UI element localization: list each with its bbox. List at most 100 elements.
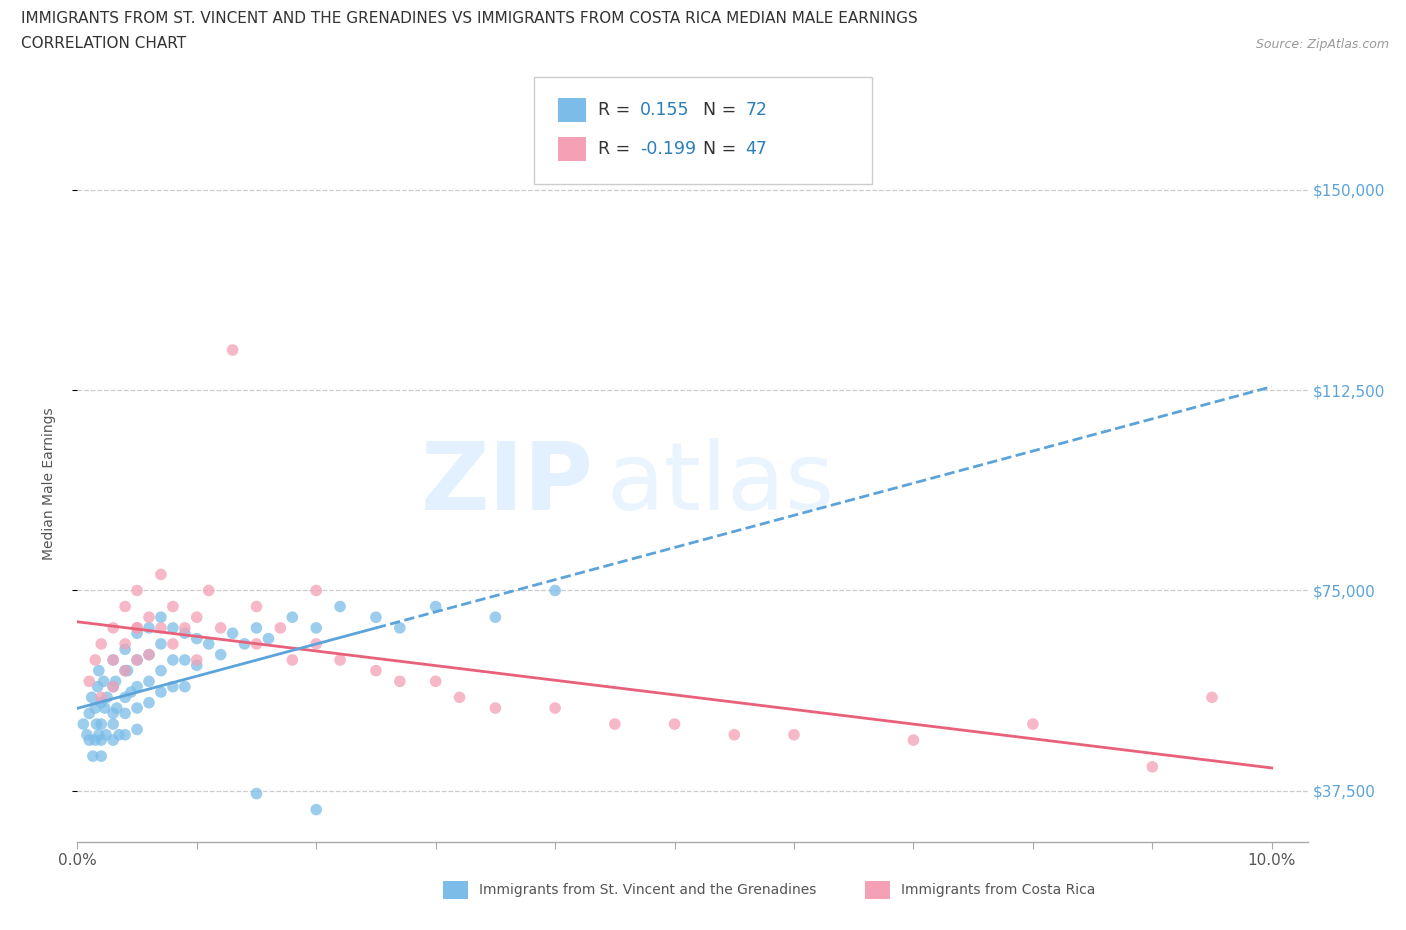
Text: 0.155: 0.155 <box>640 100 689 119</box>
Point <box>186 658 208 672</box>
Point <box>305 620 328 635</box>
Point <box>245 620 267 635</box>
Point <box>120 684 142 699</box>
Point <box>138 674 160 689</box>
Text: -0.199: -0.199 <box>640 140 696 158</box>
Point <box>233 636 256 651</box>
Point <box>245 599 267 614</box>
Point <box>364 663 387 678</box>
Point <box>281 610 304 625</box>
Point <box>173 620 195 635</box>
Point <box>114 642 136 657</box>
Point <box>101 706 124 721</box>
Point <box>101 733 124 748</box>
Point <box>162 599 184 614</box>
Point <box>245 636 267 651</box>
Point <box>484 700 506 715</box>
Point <box>269 620 291 635</box>
Point <box>114 663 136 678</box>
Point <box>305 636 328 651</box>
Point <box>197 583 219 598</box>
Point <box>94 727 117 742</box>
Point <box>101 653 124 668</box>
Point <box>209 620 232 635</box>
Point <box>125 700 148 715</box>
Point <box>173 626 195 641</box>
Text: atlas: atlas <box>606 438 835 529</box>
Text: Immigrants from Costa Rica: Immigrants from Costa Rica <box>901 883 1095 897</box>
Point <box>101 679 124 694</box>
Point <box>1022 717 1045 732</box>
Point <box>114 663 136 678</box>
Text: N =: N = <box>703 100 742 119</box>
Point <box>84 653 107 668</box>
Point <box>603 717 626 732</box>
Text: R =: R = <box>598 100 636 119</box>
Text: N =: N = <box>703 140 742 158</box>
Point <box>125 653 148 668</box>
Point <box>86 717 108 732</box>
Point <box>114 599 136 614</box>
Point <box>138 647 160 662</box>
Point <box>108 727 131 742</box>
Point <box>484 610 506 625</box>
Point <box>245 786 267 801</box>
Point <box>90 696 112 711</box>
Point <box>149 684 172 699</box>
Text: Source: ZipAtlas.com: Source: ZipAtlas.com <box>1256 38 1389 51</box>
Point <box>162 653 184 668</box>
Point <box>149 567 172 582</box>
Point <box>101 679 124 694</box>
Point <box>114 706 136 721</box>
Text: 47: 47 <box>745 140 768 158</box>
Text: R =: R = <box>598 140 636 158</box>
Point <box>173 679 195 694</box>
Point <box>114 727 136 742</box>
Point <box>544 700 567 715</box>
Point <box>125 620 148 635</box>
Point <box>425 599 447 614</box>
Text: IMMIGRANTS FROM ST. VINCENT AND THE GRENADINES VS IMMIGRANTS FROM COSTA RICA MED: IMMIGRANTS FROM ST. VINCENT AND THE GREN… <box>21 11 918 26</box>
Point <box>125 653 148 668</box>
Point <box>364 610 387 625</box>
Point <box>80 690 103 705</box>
Point <box>903 733 925 748</box>
Point <box>94 700 117 715</box>
Point <box>90 717 112 732</box>
Text: CORRELATION CHART: CORRELATION CHART <box>21 36 186 51</box>
Point <box>138 696 160 711</box>
Point <box>221 342 243 357</box>
Point <box>125 583 148 598</box>
Point <box>72 717 94 732</box>
Text: Immigrants from St. Vincent and the Grenadines: Immigrants from St. Vincent and the Gren… <box>479 883 817 897</box>
Point <box>125 722 148 737</box>
Point <box>138 610 160 625</box>
Text: 72: 72 <box>745 100 768 119</box>
Point <box>86 679 108 694</box>
Point <box>125 679 148 694</box>
Point <box>114 636 136 651</box>
Point <box>104 674 127 689</box>
Point <box>93 674 115 689</box>
Point <box>90 749 112 764</box>
Point <box>664 717 686 732</box>
Point <box>425 674 447 689</box>
Point <box>82 749 104 764</box>
Point <box>783 727 806 742</box>
Point <box>329 653 352 668</box>
Point <box>305 803 328 817</box>
Point <box>105 700 128 715</box>
Point <box>305 583 328 598</box>
Point <box>329 599 352 614</box>
Point <box>138 647 160 662</box>
Point <box>281 653 304 668</box>
Point <box>149 610 172 625</box>
Point <box>90 636 112 651</box>
Point <box>186 610 208 625</box>
Point <box>87 727 110 742</box>
Point <box>87 663 110 678</box>
Point <box>125 620 148 635</box>
Point <box>77 674 100 689</box>
Point <box>186 653 208 668</box>
Point <box>149 620 172 635</box>
